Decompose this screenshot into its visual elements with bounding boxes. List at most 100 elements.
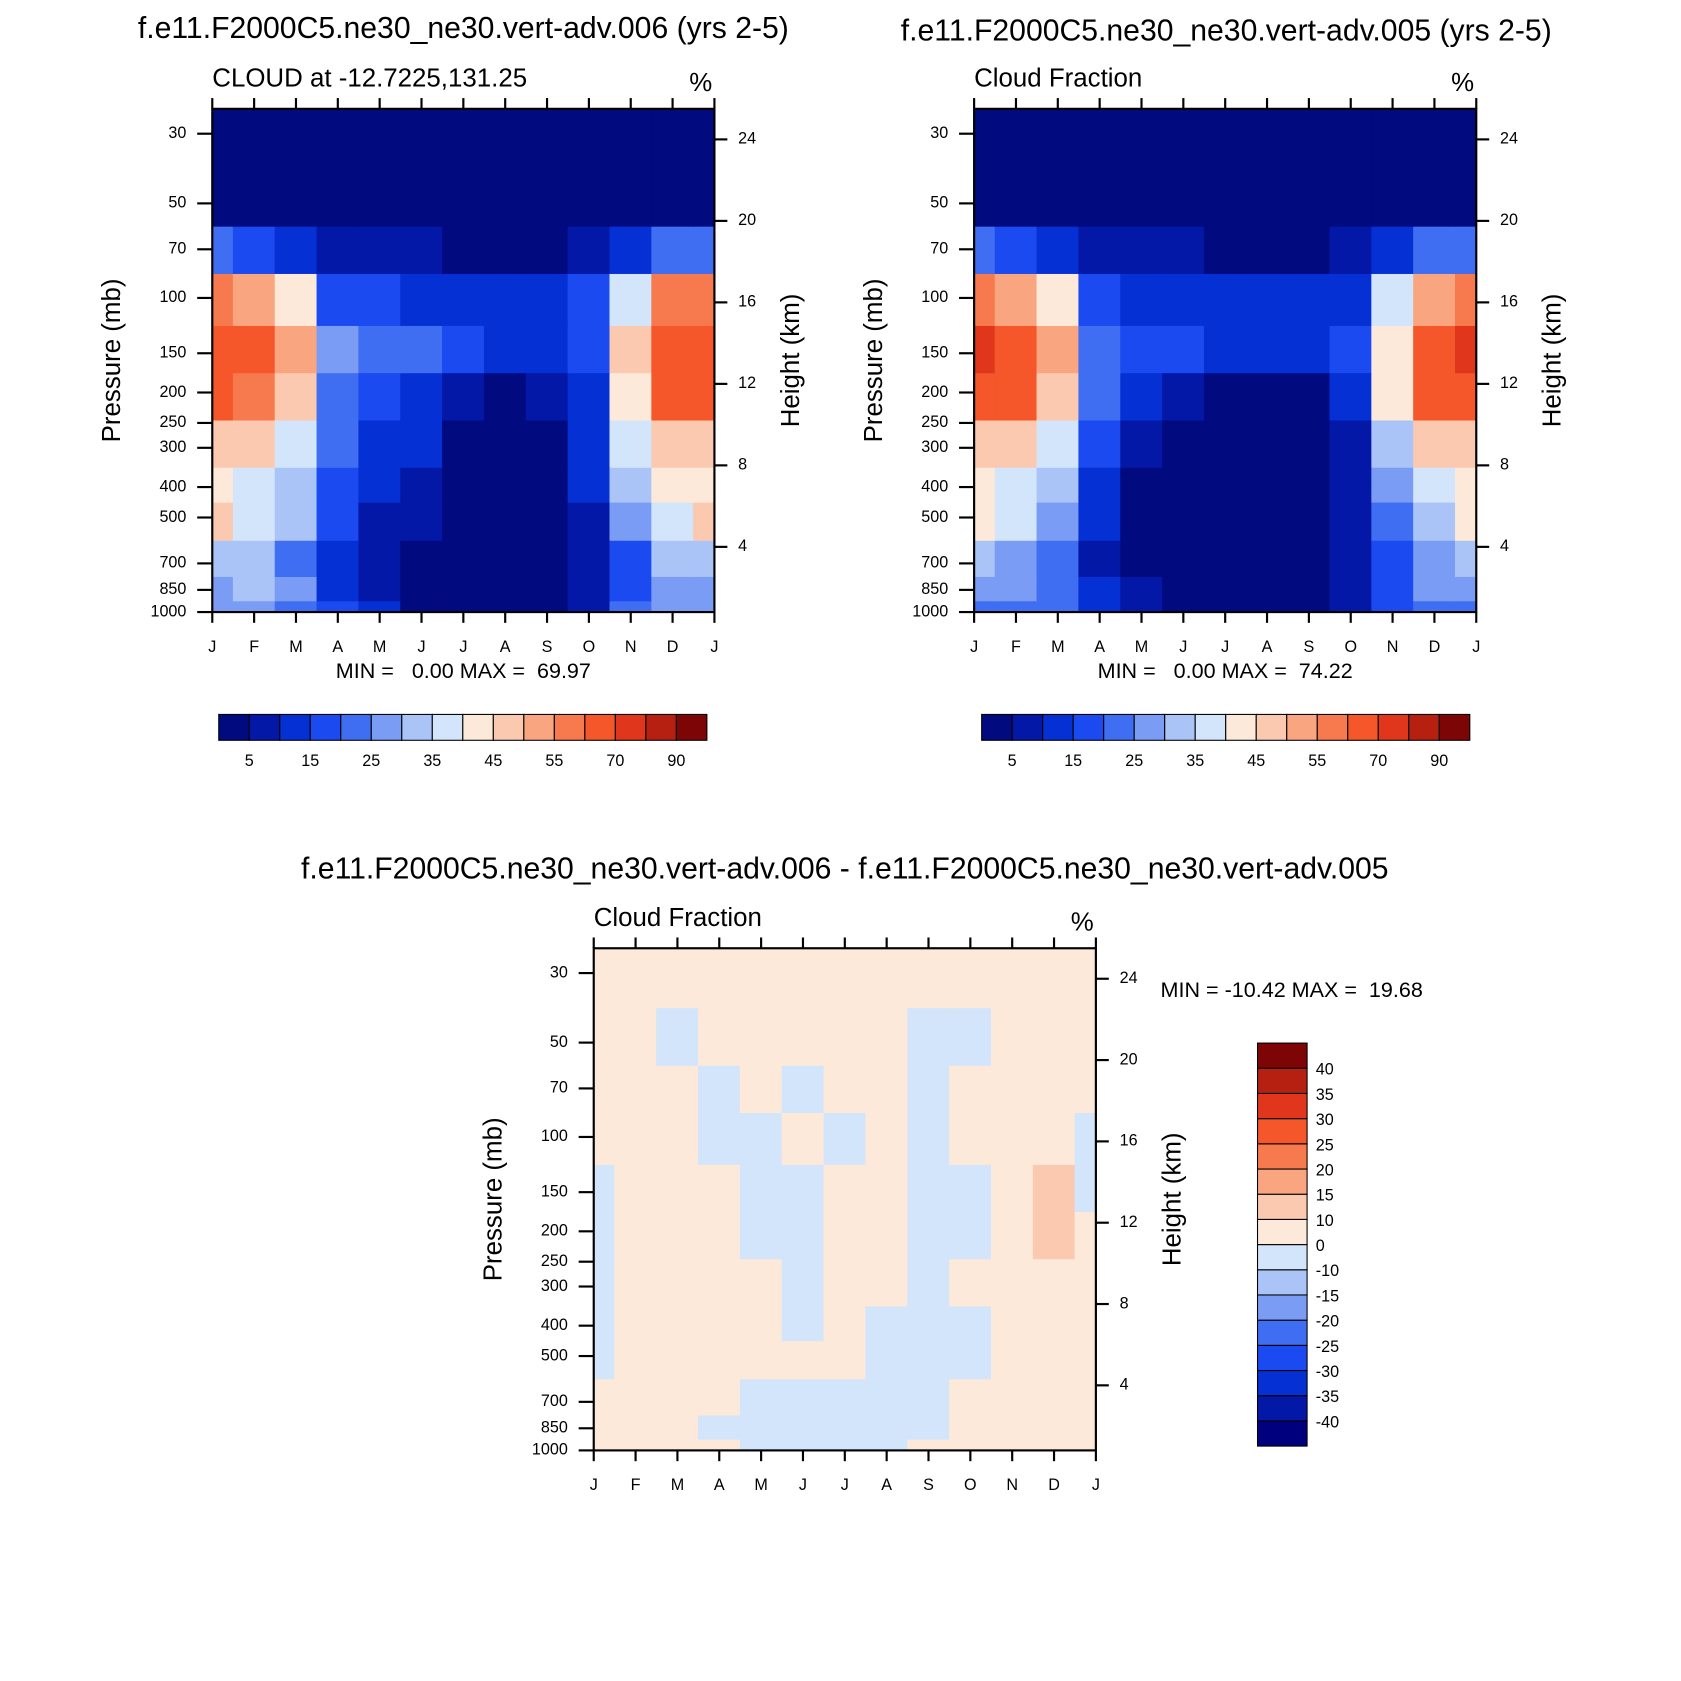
y-tick-label: 250 [159,413,186,431]
colorbar-box [1255,713,1288,741]
contour-cell [614,1439,657,1451]
colorbar-box [1194,713,1227,741]
y-tick-label: 500 [159,508,186,526]
colorbar-label: 10 [1316,1212,1334,1230]
contour-cell [211,540,234,577]
contour-cell [973,576,996,602]
contour-cell [567,273,611,326]
contour-cell [316,467,360,503]
y2-tick-label: 4 [738,537,747,555]
contour-cell [442,540,485,577]
contour-cell [990,1211,1034,1260]
contour-cell [593,1065,615,1114]
x-tick-label: O [964,1476,977,1494]
units: % [1451,69,1474,97]
colorbar-box [370,713,403,741]
subtitle: Cloud Fraction [974,65,1142,93]
contour-cell [358,600,401,613]
contour-cell [990,1439,1034,1451]
contour-cell [739,1112,783,1165]
contour-cell [907,1305,950,1342]
contour-cell [781,1258,825,1307]
contour-cell [1203,325,1247,374]
contour-cell [232,325,276,374]
contour-cell [990,947,1034,1009]
contour-cell [865,947,908,1009]
contour-cell [693,226,715,274]
contour-cell [400,168,443,227]
colorbar-box [523,713,555,741]
x-tick-label: J [459,638,467,656]
contour-cell [1032,1065,1076,1114]
contour-cell [609,576,652,602]
contour-cell [994,168,1038,227]
contour-cell [609,108,652,169]
y2-tick-label: 8 [1120,1294,1129,1312]
contour-cell [483,419,527,468]
contour-cell [567,168,611,227]
colorbar-box [1103,713,1135,741]
contour-cell [1162,540,1205,577]
contour-cell [614,1065,657,1114]
contour-cell [442,576,485,602]
contour-cell [400,325,443,374]
contour-cell [614,947,657,1009]
contour-cell [1413,372,1456,421]
contour-cell [973,325,996,374]
contour-cell [1455,576,1477,602]
contour-cell [823,947,867,1009]
colorbar-box [248,713,281,741]
contour-cell [211,226,234,274]
contour-cell [1120,501,1163,541]
contour-cell [525,273,569,326]
contour-cell [1413,108,1456,169]
contour-cell [656,1258,699,1307]
contour-cell [316,540,360,577]
colorbar-label: 45 [1247,752,1265,770]
contour-cell [990,1258,1034,1307]
contour-cell [442,325,485,374]
contour-cell [907,1414,950,1440]
y-tick-label: 200 [159,383,186,401]
contour-cell [593,1305,615,1342]
contour-cell [693,108,715,169]
contour-cell [442,467,485,503]
contour-cell [1203,576,1247,602]
contour-cell [994,576,1038,602]
contour-cell [949,1164,992,1213]
contour-cell [614,1112,657,1165]
colorbar-label: 5 [1008,752,1017,770]
contour-cell [211,576,234,602]
contour-cell [400,576,443,602]
colorbar-box [1438,713,1471,741]
contour-cell [1413,168,1456,227]
contour-cell [1120,226,1163,274]
contour-cell [1371,540,1414,577]
y-tick-label: 250 [541,1252,568,1270]
contour-cell [990,1164,1034,1213]
colorbar-box [1256,1143,1308,1170]
colorbar-box [1377,713,1410,741]
contour-cell [358,168,401,227]
chart-title: f.e11.F2000C5.ne30_ne30.vert-adv.006 - f… [301,853,1389,886]
contour-cell [907,1439,950,1451]
contour-cell [1413,419,1456,468]
contour-cell [1032,1007,1076,1066]
x-tick-label: J [417,638,425,656]
contour-cell [1287,419,1331,468]
contour-cell [994,419,1038,468]
contour-cell [973,501,996,541]
contour-cell [211,600,234,613]
contour-cell [1329,600,1372,613]
contour-cell [949,1378,992,1416]
colorbar-label: 55 [545,752,563,770]
x-tick-label: M [1051,638,1064,656]
contour-cell [483,372,527,421]
contour-cell [1162,372,1205,421]
contour-cell [211,419,234,468]
colorbar-label: -40 [1316,1413,1339,1431]
contour-cell [358,372,401,421]
y2-tick-label: 20 [1500,211,1518,229]
contour-cell [698,1258,741,1307]
contour-cell [525,576,569,602]
